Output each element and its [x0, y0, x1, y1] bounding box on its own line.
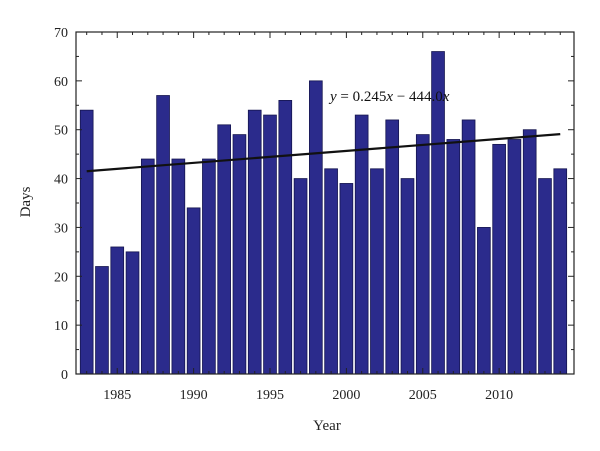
y-tick-label-60: 60 [54, 75, 68, 90]
bar-2012 [522, 129, 537, 375]
bar-1987 [140, 158, 155, 375]
bar-2000 [339, 183, 354, 375]
bar-2001 [354, 114, 369, 375]
bar-1989 [171, 158, 186, 375]
tick-labels-group: 0 10 20 30 40 50 60 70 1985 1990 1995 2000 2005 2010 [54, 26, 513, 403]
bar-1994 [247, 109, 262, 375]
bar-1983 [79, 109, 94, 375]
equation-var-x: x [385, 89, 393, 105]
y-tick-label-0: 0 [61, 368, 68, 383]
y-tick-label-30: 30 [54, 221, 68, 236]
y-tick-label-50: 50 [54, 124, 68, 139]
bar-2003 [385, 119, 400, 375]
bar-1992 [217, 124, 231, 375]
bar-1988 [156, 95, 170, 375]
y-tick-label-20: 20 [54, 270, 68, 285]
trend-line [86, 133, 561, 173]
bar-1986 [125, 251, 140, 375]
bar-2013 [538, 178, 552, 375]
equation-slope: = 0.245 [337, 89, 387, 105]
equation-var-y: y [328, 89, 337, 105]
x-tick-label-2010: 2010 [485, 388, 513, 403]
equation-var-x2: x [442, 89, 450, 105]
bar-1996 [278, 100, 293, 375]
bar-1998 [309, 80, 323, 375]
equation-intercept: − 444.0 [393, 89, 443, 105]
bar-1999 [324, 168, 338, 375]
bar-2004 [400, 178, 415, 375]
x-axis-title: Year [313, 418, 341, 434]
bar-1995 [263, 114, 277, 375]
bar-1997 [293, 178, 308, 375]
bar-2005 [415, 134, 430, 375]
trend-equation: y = 0.245x − 444.0x [328, 89, 450, 105]
bar-2010 [492, 143, 506, 375]
bar-2007 [446, 139, 461, 375]
bar-2009 [477, 227, 491, 375]
bar-1991 [202, 158, 216, 375]
x-tick-label-2005: 2005 [409, 388, 437, 403]
bar-1990 [186, 207, 201, 375]
bar-1985 [110, 246, 125, 375]
y-tick-label-70: 70 [54, 26, 68, 41]
plot-frame [75, 31, 575, 375]
bar-1993 [232, 134, 247, 375]
bar-2002 [370, 168, 384, 375]
bars-group [79, 51, 568, 375]
bar-1984 [95, 266, 109, 375]
x-tick-label-1985: 1985 [103, 388, 131, 403]
y-axis-title: Days [18, 186, 34, 217]
x-tick-label-1995: 1995 [256, 388, 284, 403]
y-tick-label-10: 10 [54, 319, 68, 334]
bar-2014 [553, 168, 568, 375]
x-tick-label-2000: 2000 [332, 388, 360, 403]
y-tick-label-40: 40 [54, 173, 68, 188]
bar-2011 [507, 139, 522, 375]
bar-2008 [461, 119, 476, 375]
x-tick-label-1990: 1990 [180, 388, 208, 403]
